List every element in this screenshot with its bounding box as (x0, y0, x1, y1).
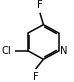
Text: F: F (37, 0, 43, 10)
Text: F: F (33, 72, 38, 82)
Text: Cl: Cl (2, 46, 12, 56)
Text: N: N (59, 46, 67, 56)
